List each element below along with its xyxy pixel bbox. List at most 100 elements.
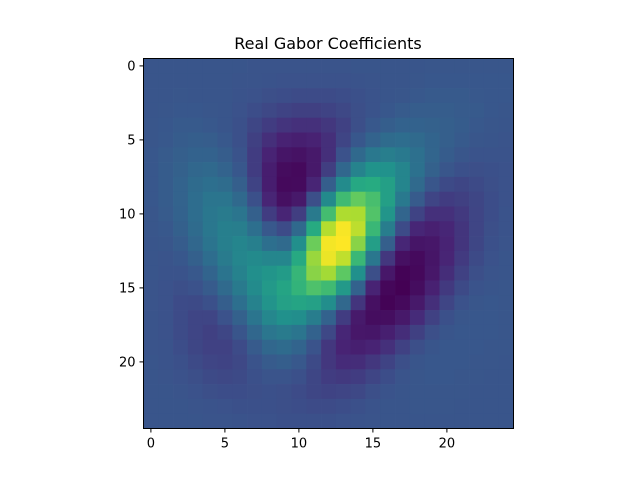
heatmap-cell [365, 339, 381, 355]
heatmap-cell [202, 117, 218, 133]
heatmap-cell [217, 310, 233, 326]
heatmap-cell [483, 354, 500, 370]
heatmap-cell [143, 206, 159, 222]
heatmap-cell [276, 324, 292, 341]
heatmap-cell [276, 88, 292, 104]
heatmap-cell [306, 324, 322, 341]
heatmap-cell [143, 250, 159, 267]
heatmap-cell [350, 221, 366, 237]
heatmap-cell [483, 324, 500, 341]
heatmap-cell [439, 310, 455, 326]
heatmap-cell [143, 369, 159, 385]
heatmap-cell [321, 162, 337, 178]
heatmap-cell [247, 162, 263, 178]
heatmap-cell [350, 295, 366, 311]
heatmap-cell [469, 324, 485, 341]
heatmap-cell [321, 339, 337, 355]
heatmap-cell [454, 384, 470, 400]
heatmap-cell [395, 398, 411, 415]
heatmap-cell [498, 236, 514, 252]
heatmap-cell [276, 102, 292, 119]
heatmap-cell [395, 250, 411, 267]
heatmap-cell [350, 398, 366, 415]
heatmap-cell [365, 324, 381, 341]
heatmap-cell [424, 398, 440, 415]
heatmap-cell [483, 58, 500, 74]
heatmap-cell [483, 191, 500, 207]
y-axis: 0 5 10 15 20 [119, 59, 144, 370]
heatmap-cell [380, 354, 396, 370]
heatmap-cell [276, 147, 292, 163]
heatmap-cell [187, 354, 204, 370]
heatmap-cell [202, 176, 218, 193]
heatmap-cell [232, 147, 248, 163]
heatmap-cell [380, 88, 396, 104]
heatmap-cell [232, 236, 248, 252]
heatmap-cell [365, 236, 381, 252]
heatmap-cell [187, 339, 204, 355]
heatmap-cell [217, 250, 233, 267]
heatmap-cell [306, 354, 322, 370]
heatmap-cell [380, 221, 396, 237]
heatmap-cell [291, 176, 307, 193]
heatmap-cell [454, 280, 470, 296]
heatmap-cell [202, 88, 218, 104]
heatmap-cell [498, 324, 514, 341]
heatmap-cell [454, 206, 470, 222]
heatmap-cell [187, 117, 204, 133]
heatmap-cell [143, 324, 159, 341]
heatmap-cell [321, 265, 337, 281]
y-tick-label: 20 [119, 355, 136, 370]
heatmap-cell [365, 250, 381, 267]
heatmap-cell [365, 191, 381, 207]
heatmap-cell [232, 176, 248, 193]
heatmap-cell [158, 58, 174, 74]
heatmap-cell [454, 339, 470, 355]
heatmap-cell [395, 324, 411, 341]
heatmap-cell [143, 147, 159, 163]
heatmap-cell [395, 384, 411, 400]
heatmap-cell [306, 265, 322, 281]
heatmap-cell [291, 236, 307, 252]
x-tick-label: 10 [291, 437, 308, 452]
heatmap-cell [395, 191, 411, 207]
heatmap-cell [261, 339, 278, 355]
heatmap-cell [321, 398, 337, 415]
heatmap-cell [143, 176, 159, 193]
heatmap-cell [187, 147, 204, 163]
heatmap-cell [261, 398, 278, 415]
heatmap-cell [350, 102, 366, 119]
heatmap-cell [321, 191, 337, 207]
heatmap-cell [306, 58, 322, 74]
heatmap-cell [143, 88, 159, 104]
heatmap-cell [498, 265, 514, 281]
heatmap-cell [409, 339, 426, 355]
heatmap-cell [276, 280, 292, 296]
heatmap-cell [291, 413, 307, 429]
heatmap-cell [469, 221, 485, 237]
heatmap-cell [469, 295, 485, 311]
heatmap-cell [380, 206, 396, 222]
heatmap-cell [454, 221, 470, 237]
heatmap-cell [365, 295, 381, 311]
heatmap-cell [276, 354, 292, 370]
heatmap-cell [202, 147, 218, 163]
heatmap-cell [350, 339, 366, 355]
heatmap-cell [483, 73, 500, 89]
heatmap-cell [202, 265, 218, 281]
heatmap-cell [247, 398, 263, 415]
heatmap-cell [158, 102, 174, 119]
heatmap-cell [439, 354, 455, 370]
heatmap-cell [380, 132, 396, 148]
heatmap-cell [498, 280, 514, 296]
heatmap-cell [187, 236, 204, 252]
heatmap-cell [261, 354, 278, 370]
heatmap-cell [409, 384, 426, 400]
heatmap-cell [247, 221, 263, 237]
heatmap-cell [276, 236, 292, 252]
heatmap-cell [469, 339, 485, 355]
heatmap-cell [350, 310, 366, 326]
heatmap-cell [395, 354, 411, 370]
heatmap-cell [261, 280, 278, 296]
heatmap-cell [143, 132, 159, 148]
